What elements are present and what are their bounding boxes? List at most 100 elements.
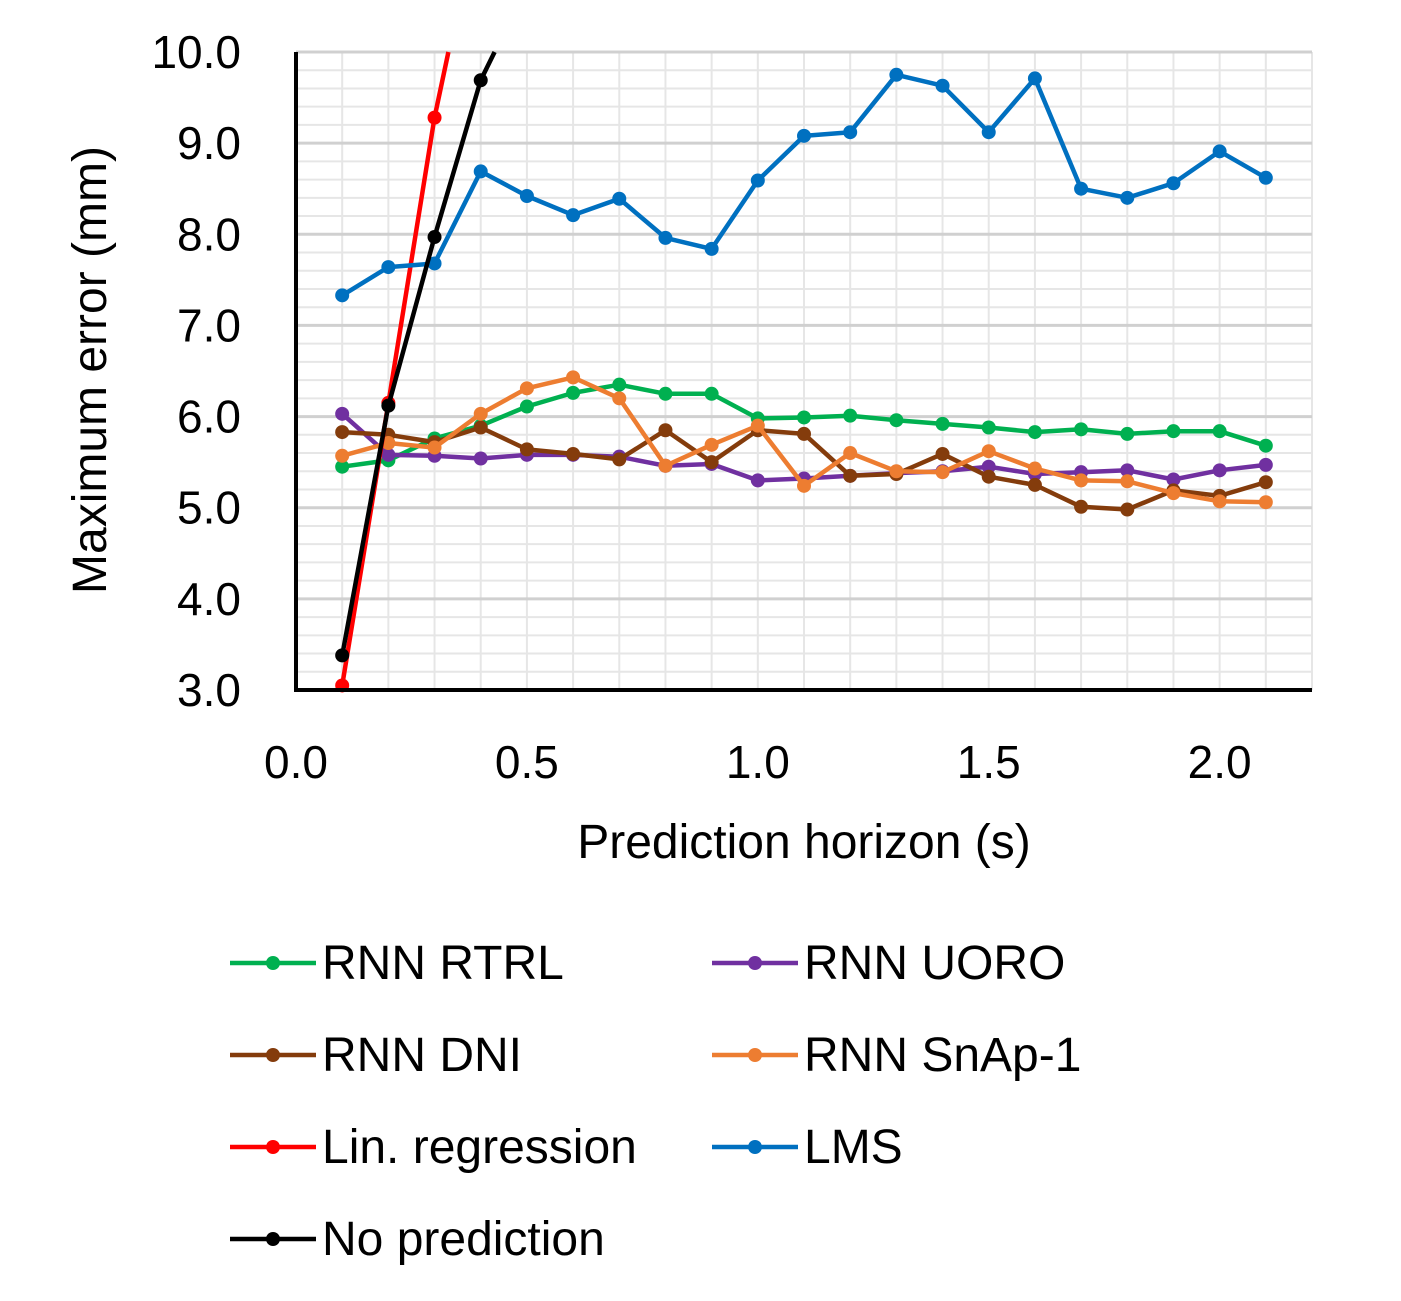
data-point-lms: [473, 164, 488, 179]
data-point-rnn-snap-1: [889, 464, 904, 479]
data-point-rnn-uoro: [1166, 472, 1181, 487]
data-point-rnn-rtrl: [1166, 424, 1181, 439]
series-rnn-snap-1: [335, 370, 1273, 510]
data-point-lms: [381, 260, 396, 275]
legend-label: Lin. regression: [322, 1120, 637, 1174]
data-point-no-prediction: [473, 73, 488, 88]
data-point-rnn-dni: [704, 455, 719, 470]
data-point-rnn-snap-1: [1166, 486, 1181, 501]
data-point-rnn-snap-1: [981, 444, 996, 459]
legend-label: RNN SnAp-1: [804, 1028, 1082, 1082]
data-point-rnn-uoro: [381, 447, 396, 462]
y-tick-label: 9.0: [177, 117, 241, 169]
data-point-rnn-snap-1: [1258, 495, 1273, 510]
legend-label: No prediction: [322, 1212, 605, 1266]
data-point-rnn-snap-1: [1212, 494, 1227, 509]
x-tick-label: 2.0: [1188, 736, 1252, 788]
data-point-rnn-rtrl: [519, 399, 534, 414]
data-point-rnn-snap-1: [427, 440, 442, 455]
series-layer: [335, 51, 1273, 693]
data-point-rnn-rtrl: [935, 416, 950, 431]
data-point-rnn-rtrl: [658, 386, 673, 401]
data-point-lms: [1074, 181, 1089, 196]
y-tick-label: 7.0: [177, 299, 241, 351]
data-point-rnn-rtrl: [797, 410, 811, 425]
data-point-rnn-dni: [612, 452, 627, 467]
data-point-no-prediction: [427, 230, 442, 245]
data-point-rnn-rtrl: [889, 413, 904, 428]
data-point-rnn-snap-1: [612, 391, 627, 406]
data-point-rnn-rtrl: [1074, 422, 1089, 437]
data-point-rnn-rtrl: [704, 386, 719, 401]
y-tick-label: 6.0: [177, 391, 241, 443]
series-rnn-rtrl: [335, 377, 1273, 474]
series-rnn-dni: [335, 420, 1273, 517]
data-point-rnn-uoro: [1212, 463, 1227, 478]
x-tick-label: 0.5: [495, 736, 559, 788]
data-point-rnn-snap-1: [1027, 461, 1042, 476]
legend-swatch: [712, 1140, 798, 1154]
data-point-lms: [566, 208, 581, 223]
data-point-lms: [1212, 144, 1227, 159]
data-point-rnn-snap-1: [381, 436, 396, 451]
legend-swatch: [712, 956, 798, 970]
data-point-rnn-snap-1: [335, 448, 350, 463]
series-no-prediction: [335, 51, 497, 663]
tick-labels: 3.0 4.0 5.0 6.0 7.0 8.0 9.0 10.0 0.0 0.5 1.0 1.5 2.0: [151, 26, 1251, 788]
data-point-rnn-uoro: [335, 406, 350, 421]
legend-item-no-prediction: No prediction: [228, 1204, 605, 1274]
x-tick-label: 0.0: [264, 736, 328, 788]
data-point-rnn-snap-1: [519, 381, 534, 396]
data-point-rnn-rtrl: [981, 420, 996, 435]
data-point-rnn-snap-1: [658, 458, 673, 473]
legend-label: RNN RTRL: [322, 936, 564, 990]
data-point-lms: [427, 256, 442, 271]
series-lms: [335, 67, 1273, 303]
legend-item-lin-regression: Lin. regression: [228, 1112, 637, 1182]
data-point-rnn-rtrl: [1258, 438, 1273, 453]
data-point-rnn-dni: [981, 469, 996, 484]
legend-label: RNN DNI: [322, 1028, 522, 1082]
data-point-lms: [797, 128, 811, 143]
data-point-no-prediction: [381, 398, 396, 413]
data-point-rnn-dni: [1120, 502, 1135, 517]
series-line-lin-regression: [339, 51, 451, 686]
data-point-rnn-snap-1: [566, 370, 581, 385]
data-point-rnn-uoro: [473, 451, 488, 466]
data-point-rnn-snap-1: [704, 437, 719, 452]
data-point-rnn-dni: [797, 426, 811, 441]
data-point-rnn-dni: [473, 420, 488, 435]
data-point-lms: [750, 173, 765, 188]
legend-swatch: [230, 1048, 316, 1062]
data-point-rnn-rtrl: [612, 377, 627, 392]
data-point-rnn-rtrl: [335, 459, 350, 474]
data-point-lms: [1027, 71, 1042, 86]
y-tick-label: 4.0: [177, 573, 241, 625]
legend-swatch: [230, 1232, 316, 1246]
legend-swatch: [712, 1048, 798, 1062]
data-point-rnn-snap-1: [935, 465, 950, 480]
data-point-lms: [612, 191, 627, 206]
data-point-rnn-dni: [519, 442, 534, 457]
data-point-rnn-dni: [935, 446, 950, 461]
line-chart: 3.0 4.0 5.0 6.0 7.0 8.0 9.0 10.0 0.0 0.5 1.0 1.5 2.0…: [64, 26, 1313, 869]
data-point-rnn-dni: [658, 423, 673, 438]
legend-label: LMS: [804, 1120, 903, 1174]
y-tick-label: 10.0: [151, 26, 241, 78]
data-point-lms: [889, 67, 904, 82]
data-point-lms: [704, 241, 719, 256]
legend-swatch: [230, 956, 316, 970]
legend-label: RNN UORO: [804, 936, 1066, 990]
y-tick-label: 3.0: [177, 664, 241, 716]
data-point-rnn-uoro: [1258, 457, 1273, 472]
data-point-rnn-snap-1: [843, 446, 858, 461]
data-point-rnn-snap-1: [1120, 474, 1135, 489]
data-point-lms: [658, 230, 673, 245]
data-point-lms: [843, 125, 858, 140]
data-point-rnn-dni: [843, 468, 858, 483]
data-point-rnn-rtrl: [1120, 426, 1135, 441]
data-point-lms: [1166, 176, 1181, 191]
data-point-rnn-uoro: [981, 459, 996, 474]
legend-item-rnn-snap-1: RNN SnAp-1: [710, 1020, 1081, 1090]
data-point-rnn-dni: [566, 446, 581, 461]
